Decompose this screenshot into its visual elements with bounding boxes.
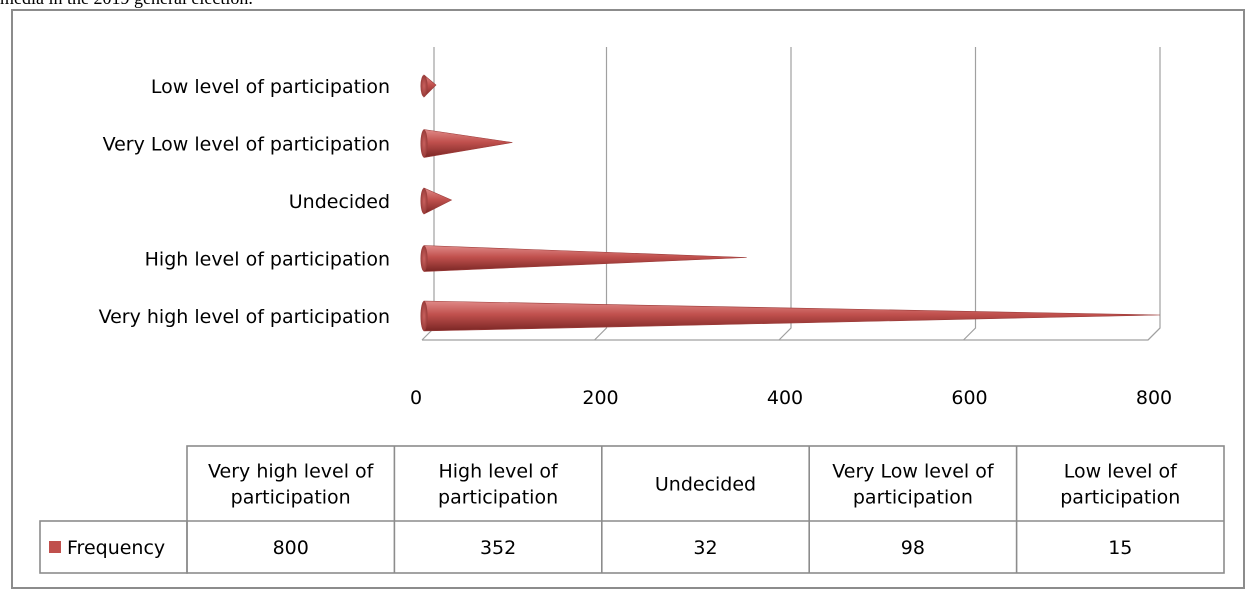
- cone-bar-base: [420, 129, 428, 158]
- table-header-cell: participation: [438, 487, 558, 509]
- x-tick-label: 400: [767, 387, 803, 409]
- cone-bar: [423, 187, 453, 215]
- x-tick-label: 800: [1136, 387, 1172, 409]
- gridline: [963, 47, 977, 341]
- table-row-header-cell: [39, 520, 188, 574]
- table-value-cell: 352: [480, 537, 516, 559]
- category-label: Low level of participation: [151, 76, 390, 98]
- x-tick-label: 200: [582, 387, 618, 409]
- chart-frame: [11, 9, 1245, 589]
- table-header-cell: Undecided: [655, 474, 756, 496]
- category-label: Very Low level of participation: [103, 134, 390, 156]
- cone-bar: [423, 129, 513, 158]
- category-label: High level of participation: [145, 249, 390, 271]
- legend-swatch: [49, 541, 61, 553]
- table-value-cell: 15: [1108, 537, 1132, 559]
- table-value-cell: 800: [273, 537, 309, 559]
- plot-area: 0 200 400 600 800 Very high level of particip…: [99, 47, 1172, 409]
- x-tick-label: 600: [951, 387, 987, 409]
- cone-bar: [423, 300, 1161, 332]
- table-grid: [186, 445, 1225, 574]
- gridline: [1147, 47, 1161, 341]
- gridline: [594, 47, 608, 341]
- category-label: Undecided: [289, 191, 390, 213]
- legend-series-name: Frequency: [67, 537, 165, 559]
- cone-bar: [423, 245, 747, 272]
- table-value-cell: 32: [693, 537, 717, 559]
- table-header-cell: participation: [231, 487, 351, 509]
- table-value-cell: 98: [901, 537, 925, 559]
- category-label: Very high level of participation: [99, 306, 390, 328]
- table-header-cell: participation: [1060, 487, 1180, 509]
- table-header-cell: High level of: [438, 461, 559, 483]
- horizontal-axis-floor: [422, 327, 1161, 341]
- cone-bar-base: [420, 75, 428, 97]
- cone-bar-base: [420, 188, 428, 214]
- table-header-cell: Very Low level of: [832, 461, 995, 483]
- cone-bar-base: [420, 301, 428, 331]
- table-header-cell: Low level of: [1064, 461, 1178, 483]
- data-table: Very high level of participation High leve…: [39, 445, 1225, 574]
- cone-bar-base: [420, 245, 428, 272]
- table-header-cell: participation: [853, 487, 973, 509]
- gridline: [778, 47, 792, 341]
- figure-caption: media in the 2019 general election.: [0, 0, 253, 9]
- x-tick-label: 0: [410, 387, 422, 409]
- table-header-cell: Very high level of: [208, 461, 375, 483]
